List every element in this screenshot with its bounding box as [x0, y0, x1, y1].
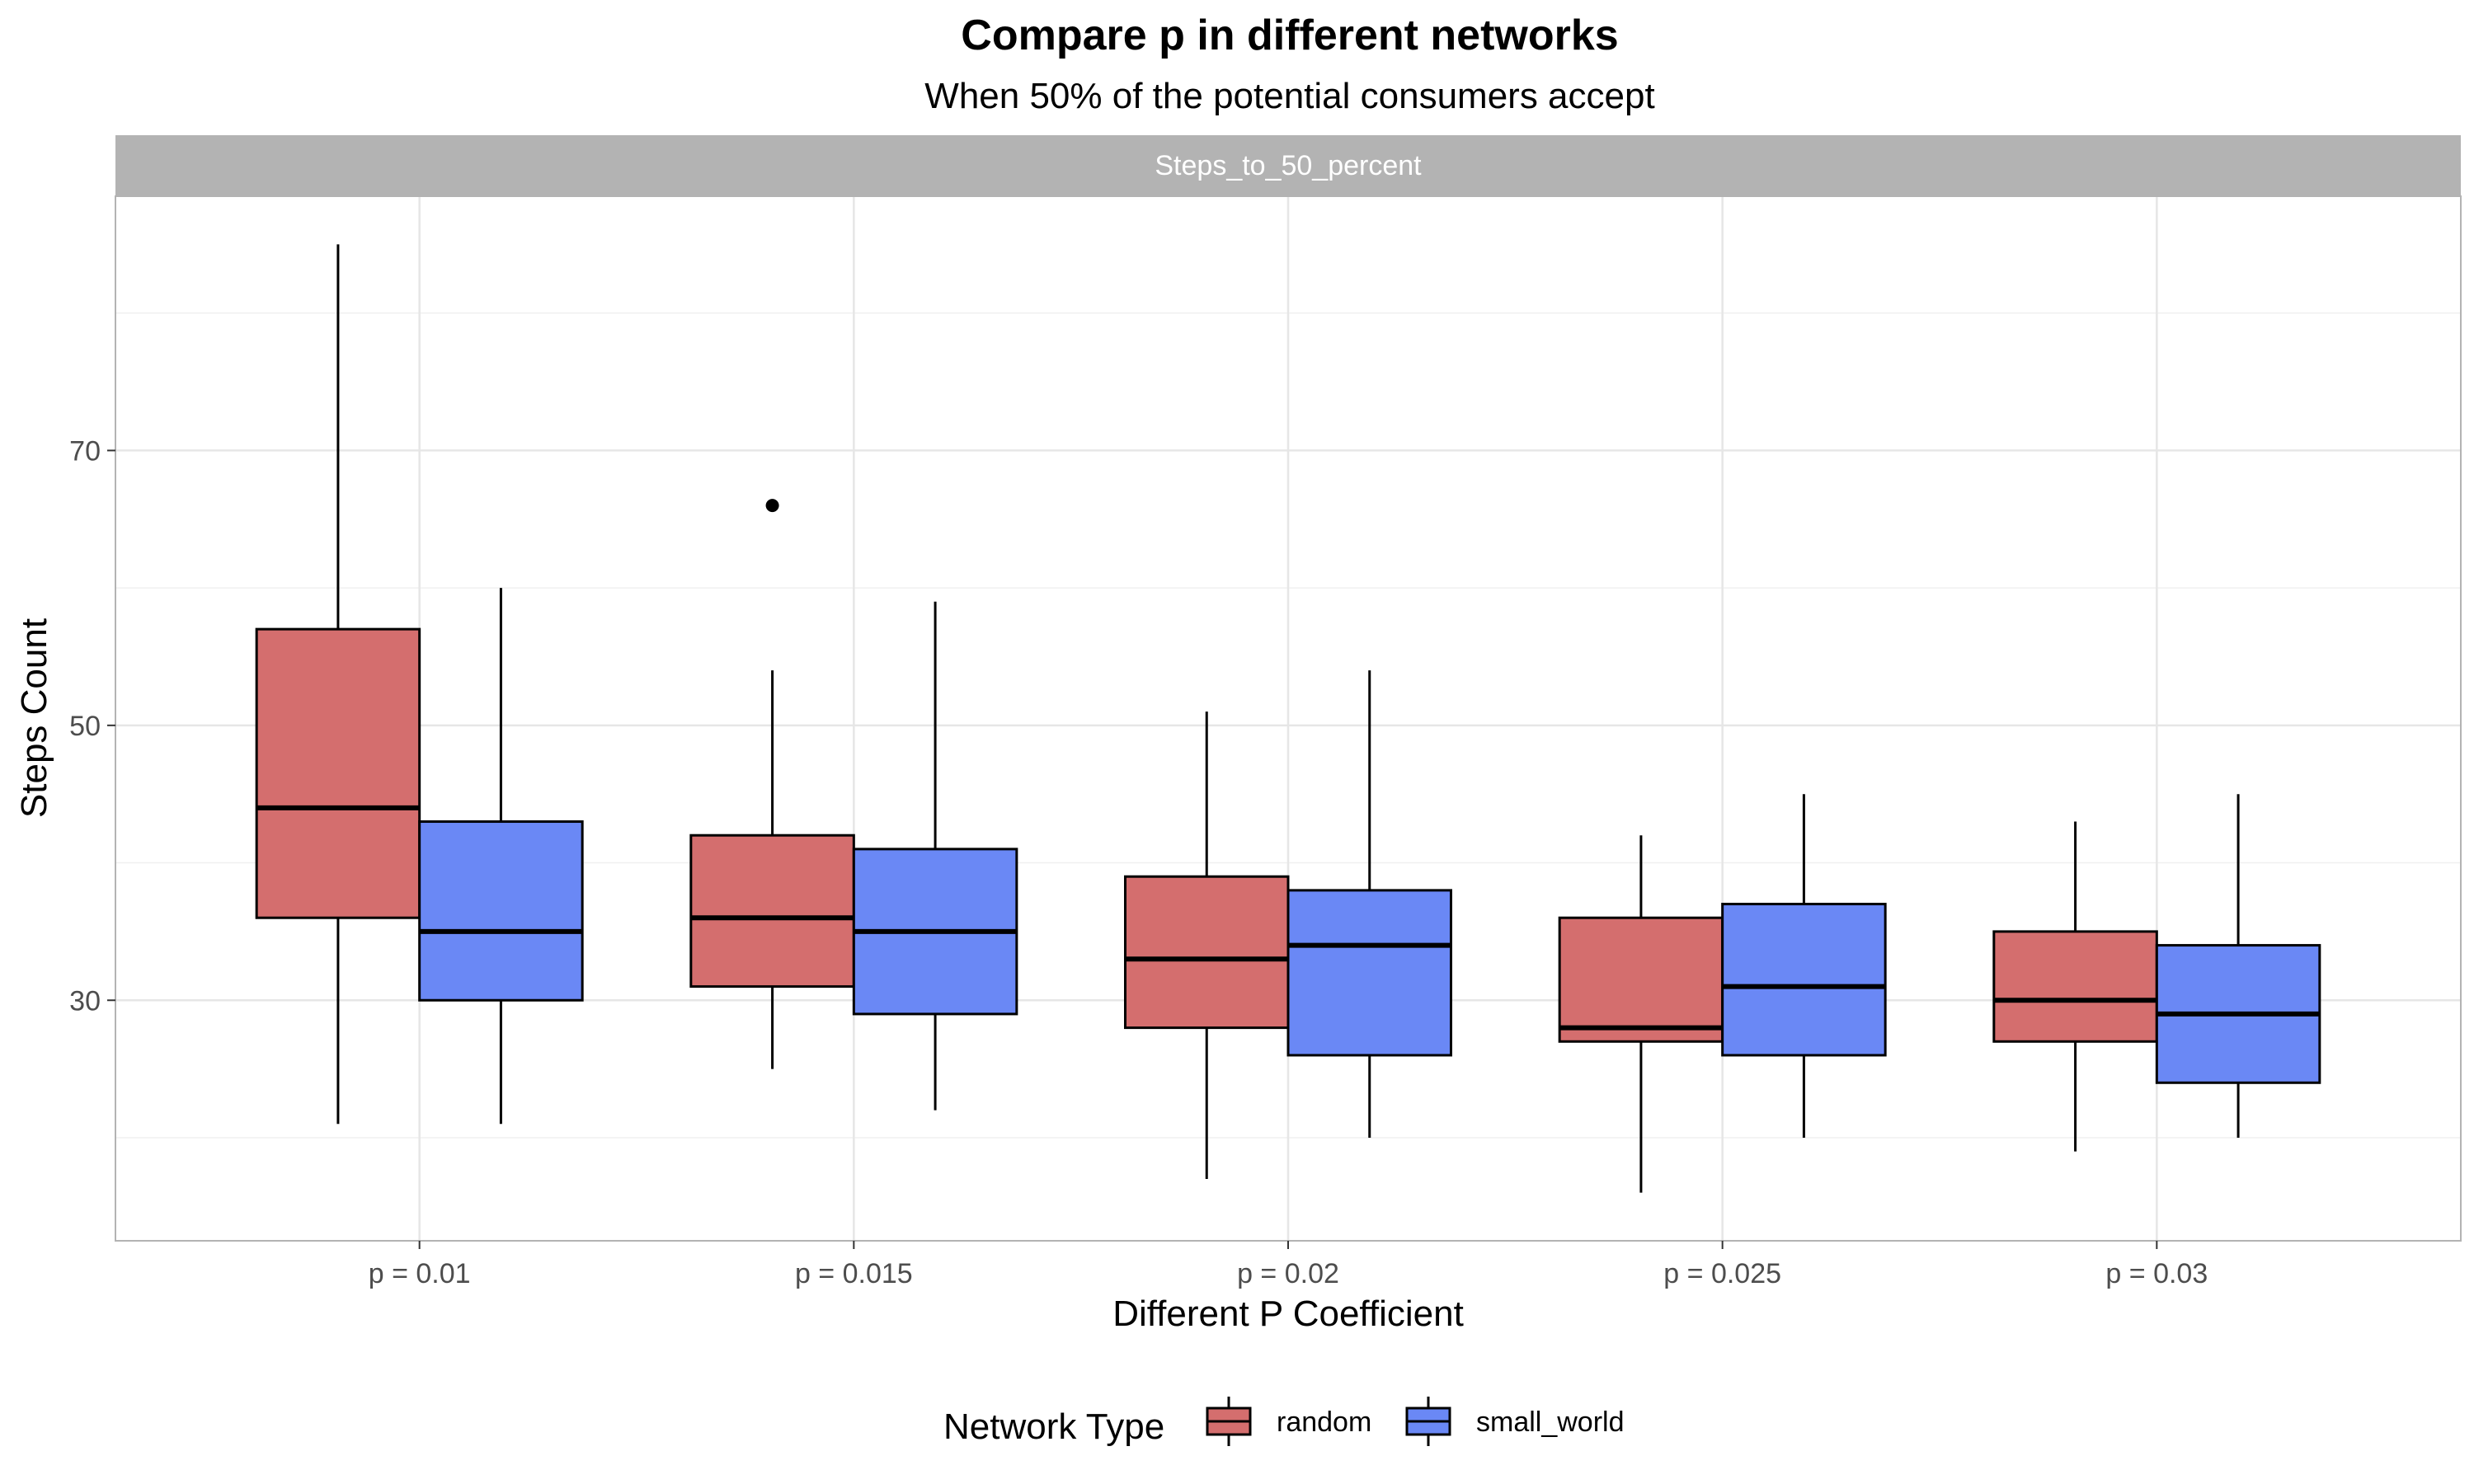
box-random-1 — [255, 244, 421, 1125]
box-body — [255, 627, 421, 919]
box-body — [1286, 889, 1452, 1057]
box-body — [1992, 930, 2158, 1043]
box-small_world-1 — [418, 588, 584, 1125]
x-tick-label: p = 0.03 — [2105, 1258, 2208, 1289]
legend-label-small_world: small_world — [1476, 1407, 1625, 1438]
x-tick-label: p = 0.01 — [369, 1258, 471, 1289]
x-axis-title: Different P Coefficient — [1112, 1294, 1464, 1334]
facet-strip — [115, 135, 2461, 196]
box-body — [1124, 875, 1290, 1030]
y-axis: 30 50 70 — [69, 435, 115, 1017]
x-tick-label: p = 0.025 — [1663, 1258, 1781, 1289]
y-axis-title: Steps Count — [14, 618, 54, 818]
box-body — [689, 834, 855, 989]
chart-subtitle: When 50% of the potential consumers acce… — [924, 76, 1654, 116]
x-tick-label: p = 0.02 — [1237, 1258, 1339, 1289]
box-body — [1558, 916, 1724, 1043]
legend-title: Network Type — [943, 1407, 1164, 1447]
box-body — [418, 820, 584, 1002]
legend: Network Type random small_world — [943, 1397, 1625, 1447]
box-random-2 — [689, 499, 855, 1069]
box-body — [1721, 903, 1887, 1057]
x-tick-label: p = 0.015 — [795, 1258, 913, 1289]
box-small_world-5 — [2155, 794, 2321, 1138]
box-small_world-4 — [1721, 794, 1887, 1138]
box-random-4 — [1558, 835, 1724, 1193]
outlier-point — [765, 499, 779, 513]
box-small_world-3 — [1286, 670, 1452, 1138]
y-tick-label: 50 — [69, 711, 101, 742]
x-axis: p = 0.01 p = 0.015 p = 0.02 p = 0.025 p = 0.… — [369, 1241, 2208, 1289]
legend-item-small_world: small_world — [1405, 1397, 1625, 1446]
box-random-3 — [1124, 711, 1290, 1179]
y-tick-label: 30 — [69, 985, 101, 1017]
boxes — [255, 244, 2321, 1193]
box-small_world-2 — [852, 601, 1018, 1111]
y-tick-label: 70 — [69, 435, 101, 467]
box-random-5 — [1992, 821, 2158, 1152]
legend-item-random: random — [1206, 1397, 1371, 1446]
facet-label: Steps_to_50_percent — [1155, 150, 1422, 181]
chart-title: Compare p in different networks — [961, 12, 1618, 59]
legend-label-random: random — [1277, 1407, 1371, 1438]
